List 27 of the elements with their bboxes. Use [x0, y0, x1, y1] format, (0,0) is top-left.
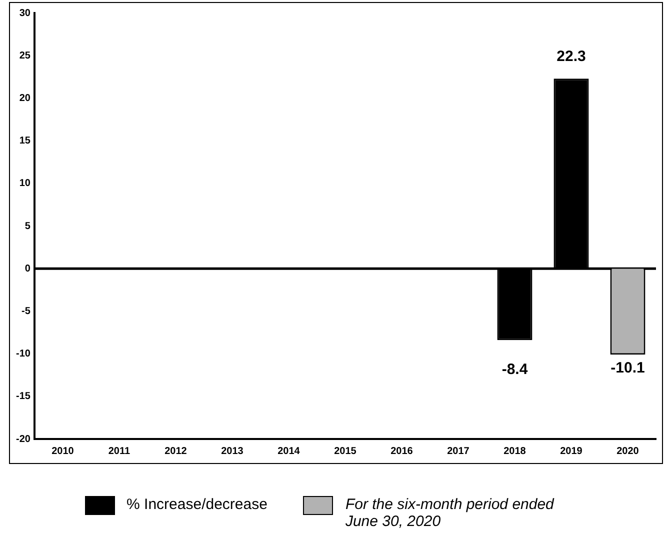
x-tick-label: 2015 [334, 446, 357, 457]
legend-label: For the six-month period ended June 30, 2020 [345, 496, 556, 530]
x-tick-label: 2010 [52, 446, 74, 457]
y-tick-label: 0 [24, 263, 31, 274]
data-label: -8.4 [502, 360, 528, 378]
legend-label: % Increase/decrease [126, 496, 268, 513]
x-tick-label: 2019 [560, 446, 583, 457]
y-tick-label: 15 [19, 136, 31, 147]
y-tick-label: 25 [19, 50, 31, 62]
y-tick-label: -10 [16, 348, 31, 360]
y-tick-label: -15 [16, 391, 31, 402]
y-tick-label: 30 [19, 8, 31, 19]
y-tick-label: -5 [22, 306, 31, 317]
data-label: -10.1 [610, 359, 645, 376]
x-tick-label: 2012 [164, 446, 188, 457]
x-tick-label: 2011 [108, 446, 130, 457]
y-tick-label: 5 [24, 220, 31, 232]
x-tick-label: 2016 [390, 446, 414, 457]
y-tick-label: 20 [19, 92, 31, 104]
y-tick-label: -20 [16, 434, 31, 445]
y-tick-label: 10 [19, 178, 31, 190]
x-tick-label: 2018 [504, 446, 526, 457]
data-label: 22.3 [556, 48, 586, 66]
x-tick-label: 2017 [447, 446, 470, 457]
x-tick-label: 2020 [616, 446, 640, 457]
x-tick-label: 2013 [221, 446, 244, 457]
x-tick-label: 2014 [278, 446, 300, 457]
